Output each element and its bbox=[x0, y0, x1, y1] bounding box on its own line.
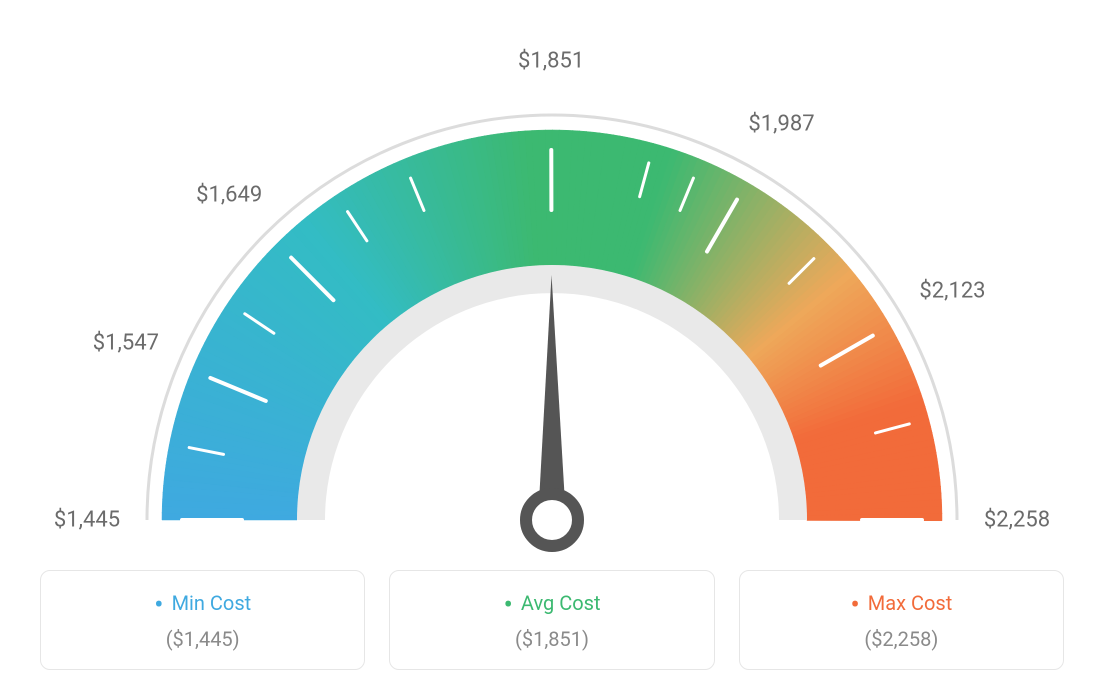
legend-card-max: Max Cost ($2,258) bbox=[739, 570, 1064, 670]
legend-min-title: Min Cost bbox=[59, 591, 346, 615]
gauge-svg bbox=[30, 20, 1074, 560]
gauge-area: $1,445 $1,547 $1,649 $1,851 $1,987 $2,123 $2,2… bbox=[30, 20, 1074, 560]
legend-card-min: Min Cost ($1,445) bbox=[40, 570, 365, 670]
legend: Min Cost ($1,445) Avg Cost ($1,851) Max … bbox=[30, 570, 1074, 670]
tick-label: $2,123 bbox=[919, 279, 985, 304]
needle-hub bbox=[526, 494, 578, 546]
tick-label: $1,547 bbox=[93, 331, 159, 356]
chart-container: $1,445 $1,547 $1,649 $1,851 $1,987 $2,123 $2,2… bbox=[0, 0, 1104, 690]
needle bbox=[538, 275, 566, 520]
legend-card-avg: Avg Cost ($1,851) bbox=[389, 570, 714, 670]
tick-label: $1,649 bbox=[196, 183, 262, 208]
tick-label: $2,258 bbox=[984, 508, 1050, 533]
legend-avg-value: ($1,851) bbox=[408, 627, 695, 651]
legend-avg-title: Avg Cost bbox=[408, 591, 695, 615]
legend-min-value: ($1,445) bbox=[59, 627, 346, 651]
tick-label: $1,851 bbox=[518, 49, 584, 74]
legend-max-title: Max Cost bbox=[758, 591, 1045, 615]
legend-max-value: ($2,258) bbox=[758, 627, 1045, 651]
tick-label: $1,445 bbox=[54, 508, 120, 533]
tick-label: $1,987 bbox=[748, 111, 814, 136]
